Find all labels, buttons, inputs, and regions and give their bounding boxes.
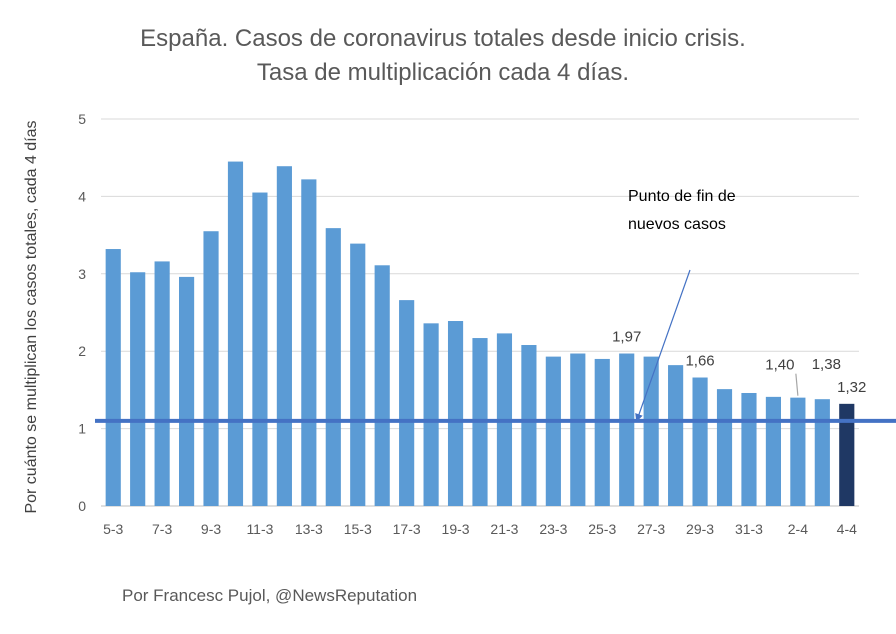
bar-28-3 bbox=[668, 365, 684, 506]
data-label-4-4: 1,32 bbox=[837, 379, 866, 396]
bar-11-3 bbox=[252, 192, 268, 506]
bar-7-3 bbox=[154, 261, 170, 506]
y-tick-label: 5 bbox=[78, 111, 86, 127]
bar-5-3 bbox=[105, 249, 121, 507]
data-label-29-3: 1,66 bbox=[685, 353, 714, 370]
bar-23-3 bbox=[545, 356, 561, 506]
bar-16-3 bbox=[374, 265, 390, 506]
bar-25-3 bbox=[594, 358, 610, 506]
bar-30-3 bbox=[716, 389, 733, 506]
data-label-leader bbox=[795, 373, 799, 396]
x-tick-label: 4-4 bbox=[837, 521, 857, 537]
bar-22-3 bbox=[521, 345, 537, 506]
annotation-line-1: Punto de fin de bbox=[628, 188, 736, 205]
data-label-2-4: 1,40 bbox=[765, 357, 794, 374]
x-tick-label: 21-3 bbox=[490, 521, 518, 537]
bar-15-3 bbox=[350, 243, 366, 506]
chart-title: España. Casos de coronavirus totales des… bbox=[140, 25, 746, 52]
x-tick-label: 31-3 bbox=[735, 521, 763, 537]
x-tick-label: 19-3 bbox=[442, 521, 470, 537]
y-tick-label: 0 bbox=[78, 498, 86, 514]
bar-8-3 bbox=[179, 276, 195, 506]
bars bbox=[105, 161, 855, 507]
x-tick-label: 27-3 bbox=[637, 521, 665, 537]
bar-2-4 bbox=[790, 397, 806, 506]
annotation-line-2: nuevos casos bbox=[628, 216, 726, 233]
bar-13-3 bbox=[301, 179, 317, 506]
data-label-26-3: 1,97 bbox=[612, 329, 641, 346]
x-tick-label: 29-3 bbox=[686, 521, 714, 537]
chart-subtitle: Tasa de multiplicación cada 4 días. bbox=[257, 59, 629, 86]
bar-27-3 bbox=[643, 356, 659, 506]
x-tick-label: 25-3 bbox=[588, 521, 616, 537]
bar-18-3 bbox=[423, 323, 439, 506]
bar-24-3 bbox=[570, 353, 586, 506]
bar-3-4 bbox=[814, 399, 830, 506]
x-tick-label: 23-3 bbox=[539, 521, 567, 537]
bar-10-3 bbox=[227, 161, 244, 506]
x-tick-label: 2-4 bbox=[788, 521, 808, 537]
x-tick-label: 7-3 bbox=[152, 521, 172, 537]
bar-6-3 bbox=[130, 272, 146, 506]
bar-31-3 bbox=[741, 392, 757, 506]
annotation-arrow bbox=[635, 269, 691, 422]
bar-12-3 bbox=[276, 166, 292, 507]
bar-4-4 bbox=[839, 403, 855, 506]
bar-9-3 bbox=[203, 231, 219, 507]
credit-text: Por Francesc Pujol, @NewsReputation bbox=[122, 586, 417, 605]
x-tick-label: 17-3 bbox=[393, 521, 421, 537]
bar-1-4 bbox=[765, 396, 781, 506]
bar-14-3 bbox=[325, 228, 341, 506]
bar-26-3 bbox=[619, 353, 635, 506]
y-tick-label: 3 bbox=[78, 266, 86, 282]
x-tick-label: 5-3 bbox=[103, 521, 123, 537]
bar-29-3 bbox=[692, 377, 708, 506]
bar-19-3 bbox=[447, 321, 464, 506]
bar-17-3 bbox=[399, 300, 415, 506]
x-tick-label: 9-3 bbox=[201, 521, 221, 537]
y-axis-ticks: 0 1 2 3 4 5 bbox=[78, 111, 86, 514]
y-axis-label: Por cuánto se multiplican los casos tota… bbox=[23, 120, 40, 513]
x-tick-label: 11-3 bbox=[246, 521, 273, 537]
data-labels: 1,97 1,66 1,40 1,38 1,32 bbox=[612, 329, 866, 396]
x-axis-ticks: 5-3 7-3 9-3 11-3 13-3 15-3 17-3 19-3 21-3 23-3 25-… bbox=[103, 521, 857, 537]
y-tick-label: 4 bbox=[78, 188, 86, 204]
y-tick-label: 1 bbox=[78, 421, 86, 437]
y-tick-label: 2 bbox=[78, 343, 86, 359]
x-tick-label: 15-3 bbox=[344, 521, 372, 537]
data-label-3-4: 1,38 bbox=[812, 356, 841, 373]
x-tick-label: 13-3 bbox=[295, 521, 323, 537]
